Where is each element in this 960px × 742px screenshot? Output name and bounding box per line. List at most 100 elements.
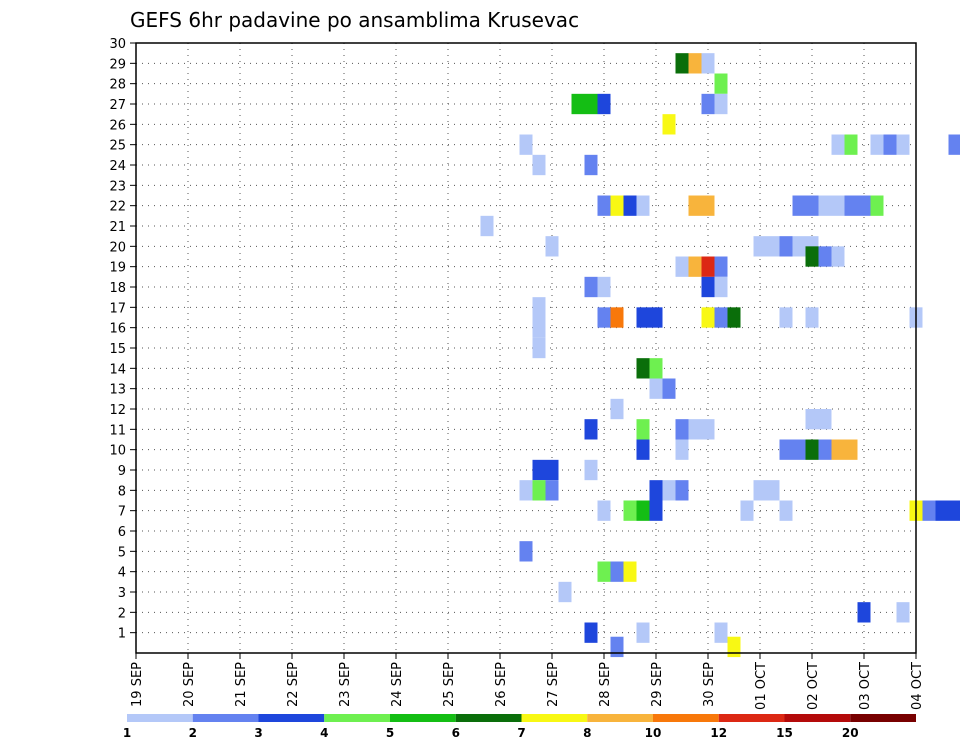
- precip-cell: [532, 317, 546, 338]
- y-tick-label: 17: [109, 301, 126, 316]
- y-tick-label: 22: [109, 200, 126, 215]
- precip-cell: [701, 276, 715, 298]
- legend-label: 7: [517, 726, 525, 740]
- precip-cell: [649, 500, 663, 521]
- precip-cell: [805, 307, 819, 328]
- precip-cell: [701, 307, 715, 328]
- precip-cell: [844, 439, 858, 460]
- precip-cell: [727, 307, 741, 328]
- legend-swatch: [784, 714, 851, 722]
- legend-label: 20: [842, 726, 859, 740]
- precip-cell: [519, 134, 533, 155]
- precip-cell: [636, 195, 650, 216]
- y-tick-label: 16: [109, 322, 126, 337]
- precip-cell: [779, 500, 793, 521]
- x-tick-label: 20 SEP: [182, 662, 197, 707]
- precip-cell: [545, 236, 559, 257]
- y-tick-label: 25: [109, 139, 126, 154]
- y-tick-label: 30: [109, 37, 126, 52]
- legend-label: 1: [123, 726, 131, 740]
- legend-swatch: [850, 714, 916, 722]
- precip-cell: [584, 459, 598, 481]
- x-tick-label: 19 SEP: [130, 662, 145, 707]
- precip-cell: [753, 480, 767, 501]
- x-tick-label: 28 SEP: [598, 662, 613, 707]
- precip-cell: [948, 134, 960, 155]
- precip-cell: [792, 195, 806, 216]
- y-tick-label: 14: [109, 362, 126, 377]
- legend-swatch: [324, 714, 390, 722]
- data-cells: [480, 53, 960, 658]
- x-tick-label: 30 SEP: [702, 662, 717, 707]
- precip-cell: [636, 419, 650, 440]
- legend-label: 5: [386, 726, 394, 740]
- y-tick-label: 1: [118, 627, 126, 642]
- y-tick-label: 19: [109, 261, 126, 276]
- precip-cell: [948, 500, 960, 521]
- precip-cell: [688, 195, 702, 216]
- precip-cell: [844, 195, 858, 216]
- precip-cell: [610, 307, 624, 328]
- precip-cell: [714, 256, 728, 277]
- y-tick-label: 15: [109, 342, 126, 357]
- precip-cell: [831, 246, 845, 267]
- precip-cell: [714, 73, 728, 94]
- y-tick-label: 7: [118, 505, 126, 520]
- y-tick-label: 9: [118, 464, 126, 479]
- legend-swatch: [258, 714, 325, 722]
- y-tick-label: 18: [109, 281, 126, 296]
- precip-cell: [597, 195, 611, 216]
- y-tick-label: 20: [109, 240, 126, 255]
- precip-cell: [610, 561, 624, 582]
- precip-cell: [597, 307, 611, 328]
- x-tick-label: 22 SEP: [286, 662, 301, 707]
- precip-cell: [714, 622, 728, 643]
- precip-cell: [818, 246, 832, 267]
- legend-label: 6: [452, 726, 460, 740]
- precip-cell: [662, 378, 676, 399]
- precip-cell: [831, 195, 845, 216]
- precip-cell: [935, 500, 949, 521]
- precip-cell: [649, 307, 663, 328]
- y-tick-label: 3: [118, 586, 126, 601]
- precip-cell: [701, 93, 715, 115]
- y-tick-label: 24: [109, 159, 126, 174]
- precip-cell: [753, 236, 767, 257]
- precip-cell: [519, 480, 533, 501]
- precip-cell: [831, 134, 845, 155]
- precip-cell: [532, 459, 546, 481]
- precip-cell: [610, 195, 624, 216]
- precip-cell: [675, 419, 689, 440]
- color-legend: 1 2 3 4 5 6 7 8 10 12 15 20: [123, 714, 916, 740]
- precip-cell: [896, 134, 910, 155]
- y-tick-label: 5: [118, 545, 126, 560]
- precip-cell: [883, 134, 897, 155]
- precip-cell: [922, 500, 936, 521]
- legend-label: 15: [776, 726, 793, 740]
- precip-cell: [558, 581, 572, 603]
- y-tick-label: 13: [109, 383, 126, 398]
- precip-cell: [766, 480, 780, 501]
- precip-cell: [584, 622, 598, 643]
- precip-cell: [545, 480, 559, 501]
- x-tick-label: 24 SEP: [390, 662, 405, 707]
- x-tick-label: 04 OCT: [910, 662, 925, 710]
- precip-cell: [480, 215, 494, 237]
- precip-cell: [532, 480, 546, 501]
- precip-cell: [623, 500, 637, 521]
- precip-cell: [649, 358, 663, 379]
- precip-cell: [649, 480, 663, 501]
- precip-cell: [675, 256, 689, 277]
- precip-cell: [701, 195, 715, 216]
- precip-cell: [805, 439, 819, 460]
- precip-cell: [779, 307, 793, 328]
- legend-swatch: [521, 714, 588, 722]
- y-tick-label: 4: [118, 566, 126, 581]
- precip-cell: [662, 114, 676, 135]
- precip-cell: [701, 419, 715, 440]
- precip-cell: [792, 439, 806, 460]
- y-tick-label: 26: [109, 118, 126, 133]
- precip-cell: [532, 154, 546, 176]
- precip-cell: [597, 561, 611, 582]
